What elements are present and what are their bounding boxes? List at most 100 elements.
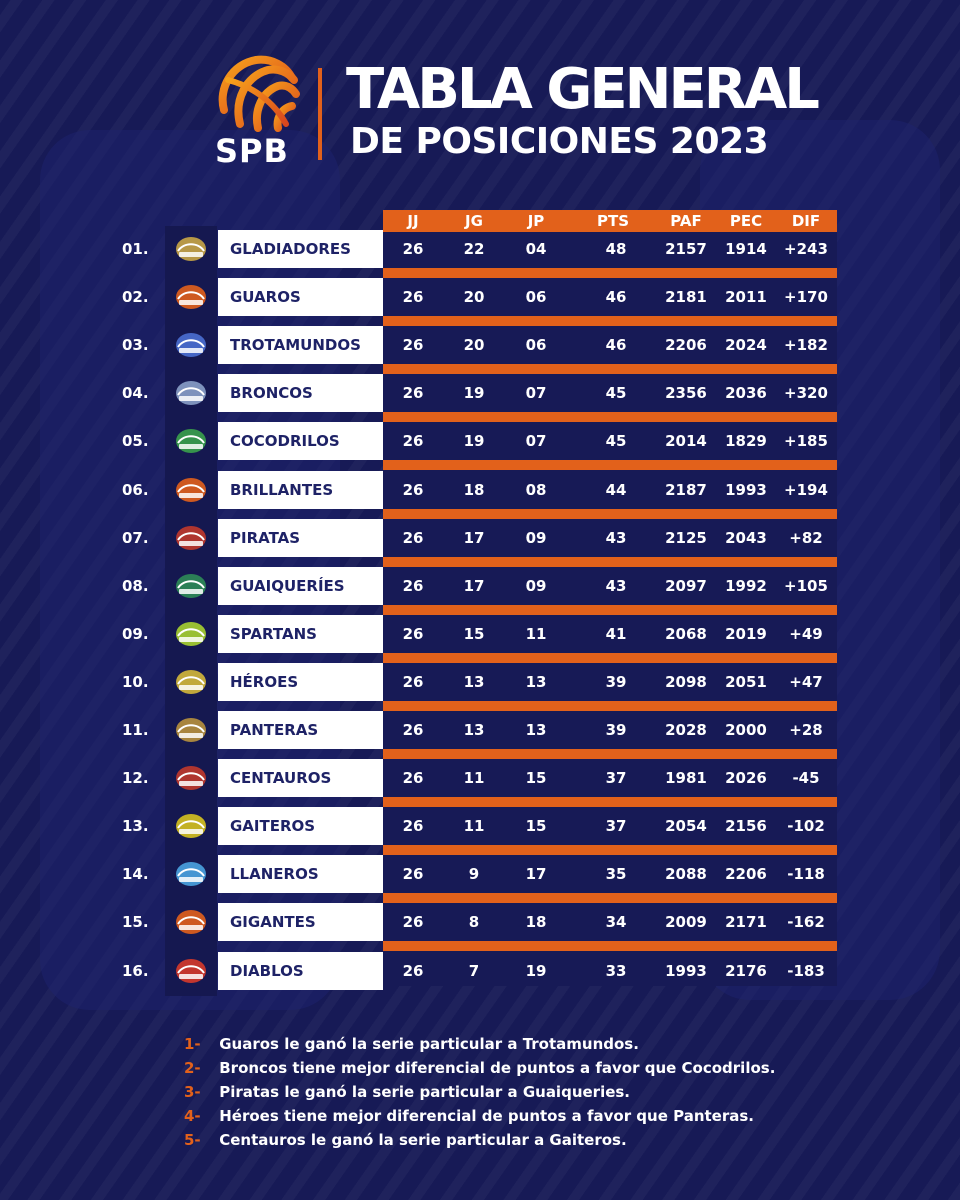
- cell-pts: 43: [605, 529, 627, 547]
- table-row: 09. SPARTANS 26 15 11 41 2068 2019 +49: [0, 615, 960, 663]
- cell-dif: +320: [784, 384, 828, 402]
- column-header-bar: JJ JG JP PTS PAF PEC DIF: [383, 210, 837, 232]
- heroes-logo-icon: [170, 666, 212, 698]
- position-number: 07.: [122, 529, 149, 547]
- footnote-number: 3-: [184, 1083, 201, 1101]
- footnote: 5- Centauros le ganó la serie particular…: [184, 1128, 775, 1152]
- cell-pec: 2036: [725, 384, 767, 402]
- row-separator: [383, 364, 837, 374]
- footnote-number: 1-: [184, 1035, 201, 1053]
- cell-pec: 2019: [725, 625, 767, 643]
- cell-paf: 1981: [665, 769, 707, 787]
- position-number: 11.: [122, 721, 149, 739]
- cell-jp: 07: [525, 384, 547, 402]
- gladiadores-logo-icon: [170, 233, 212, 265]
- cell-jg: 19: [463, 432, 485, 450]
- cell-jp: 19: [525, 962, 547, 980]
- team-name-box: CENTAUROS: [218, 759, 383, 797]
- team-name-box: GUAROS: [218, 278, 383, 316]
- team-name: COCODRILOS: [230, 432, 340, 450]
- row-separator: [383, 797, 837, 807]
- team-name-box: BRILLANTES: [218, 471, 383, 509]
- row-separator: [383, 557, 837, 567]
- cell-paf: 2097: [665, 577, 707, 595]
- cell-pec: 2156: [725, 817, 767, 835]
- cell-jp: 07: [525, 432, 547, 450]
- cell-jj: 26: [402, 913, 424, 931]
- cell-paf: 2098: [665, 673, 707, 691]
- cell-jg: 15: [463, 625, 485, 643]
- position-number: 05.: [122, 432, 149, 450]
- position-number: 01.: [122, 240, 149, 258]
- cell-dif: -102: [787, 817, 825, 835]
- guaiqueries-logo-icon: [170, 570, 212, 602]
- team-name: GUAIQUERÍES: [230, 577, 345, 595]
- footnote: 2- Broncos tiene mejor diferencial de pu…: [184, 1056, 775, 1080]
- footnote: 4- Héroes tiene mejor diferencial de pun…: [184, 1104, 775, 1128]
- cell-jg: 11: [463, 817, 485, 835]
- cell-pts: 44: [605, 481, 627, 499]
- cell-jp: 06: [525, 336, 547, 354]
- cell-jg: 20: [463, 336, 485, 354]
- cell-jj: 26: [402, 865, 424, 883]
- team-name-box: GLADIADORES: [218, 230, 383, 268]
- cell-jj: 26: [402, 673, 424, 691]
- position-number: 04.: [122, 384, 149, 402]
- team-name: DIABLOS: [230, 962, 304, 980]
- row-separator: [383, 653, 837, 663]
- team-name: BRONCOS: [230, 384, 313, 402]
- position-number: 03.: [122, 336, 149, 354]
- footnote: 3- Piratas le ganó la serie particular a…: [184, 1080, 775, 1104]
- cell-jg: 17: [463, 529, 485, 547]
- cell-paf: 2187: [665, 481, 707, 499]
- team-name-box: DIABLOS: [218, 952, 383, 990]
- team-name: HÉROES: [230, 673, 299, 691]
- cell-paf: 2157: [665, 240, 707, 258]
- cell-jj: 26: [402, 577, 424, 595]
- cell-jg: 11: [463, 769, 485, 787]
- footnote-number: 4-: [184, 1107, 201, 1125]
- team-name-box: GUAIQUERÍES: [218, 567, 383, 605]
- cell-pts: 45: [605, 384, 627, 402]
- cell-dif: +28: [789, 721, 823, 739]
- cell-jp: 15: [525, 817, 547, 835]
- row-separator: [383, 316, 837, 326]
- footnote-text: Centauros le ganó la serie particular a …: [219, 1131, 627, 1149]
- cell-jp: 09: [525, 529, 547, 547]
- cell-jp: 18: [525, 913, 547, 931]
- column-header-jj: JJ: [407, 212, 419, 230]
- team-name: BRILLANTES: [230, 481, 334, 499]
- cell-jg: 20: [463, 288, 485, 306]
- row-separator: [383, 845, 837, 855]
- team-name: GIGANTES: [230, 913, 316, 931]
- header: SPB TABLA GENERAL DE POSICIONES 2023: [212, 52, 852, 172]
- table-row: 10. HÉROES 26 13 13 39 2098 2051 +47: [0, 663, 960, 711]
- row-separator: [383, 460, 837, 470]
- cell-dif: +170: [784, 288, 828, 306]
- row-separator: [383, 605, 837, 615]
- cell-paf: 2068: [665, 625, 707, 643]
- cell-jj: 26: [402, 769, 424, 787]
- table-row: 16. DIABLOS 26 7 19 33 1993 2176 -183: [0, 952, 960, 990]
- cell-pec: 2043: [725, 529, 767, 547]
- position-number: 14.: [122, 865, 149, 883]
- cell-jj: 26: [402, 432, 424, 450]
- cell-paf: 2181: [665, 288, 707, 306]
- column-header-dif: DIF: [791, 212, 821, 230]
- spartans-logo-icon: [170, 618, 212, 650]
- cell-jg: 7: [468, 962, 480, 980]
- footnote-text: Piratas le ganó la serie particular a Gu…: [219, 1083, 631, 1101]
- cell-paf: 1993: [665, 962, 707, 980]
- cell-pts: 39: [605, 721, 627, 739]
- team-name-box: PIRATAS: [218, 519, 383, 557]
- position-number: 13.: [122, 817, 149, 835]
- footnote-number: 2-: [184, 1059, 201, 1077]
- cell-jg: 9: [468, 865, 480, 883]
- cell-pts: 37: [605, 769, 627, 787]
- row-separator: [383, 893, 837, 903]
- cell-pts: 45: [605, 432, 627, 450]
- cell-paf: 2014: [665, 432, 707, 450]
- page-subtitle: DE POSICIONES 2023: [350, 121, 769, 162]
- cell-jj: 26: [402, 625, 424, 643]
- team-name-box: PANTERAS: [218, 711, 383, 749]
